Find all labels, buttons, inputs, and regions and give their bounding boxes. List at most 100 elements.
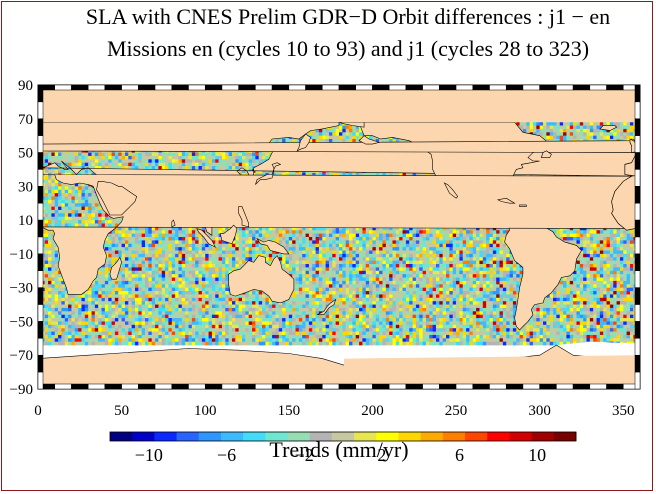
trend-cell — [148, 166, 153, 170]
trend-cell — [178, 162, 183, 167]
trend-cell — [68, 155, 72, 160]
trend-cell — [546, 135, 550, 140]
trend-cell — [81, 166, 86, 170]
trend-cell — [519, 122, 524, 126]
trend-cell — [228, 162, 233, 167]
trend-cell — [563, 128, 567, 133]
trend-cell — [84, 193, 89, 197]
trend-cell — [91, 189, 96, 194]
trend-cell — [318, 172, 323, 177]
trend-cell — [104, 155, 109, 160]
trend-cell — [145, 159, 149, 163]
trend-cell — [322, 132, 326, 136]
trend-cell — [349, 132, 353, 136]
trend-cell — [165, 155, 169, 160]
trend-cell — [235, 155, 239, 160]
trend-cell — [349, 125, 353, 130]
trend-cell — [84, 189, 89, 194]
trend-cell — [593, 132, 597, 136]
trend-cell — [88, 162, 92, 167]
trend-cell — [629, 122, 634, 126]
trend-cell — [221, 166, 226, 170]
trend-cell — [54, 186, 59, 191]
trend-cell — [425, 172, 430, 177]
trend-cell — [526, 125, 530, 130]
trend-cell — [262, 152, 266, 157]
trend-cell — [559, 125, 564, 130]
trend-cell — [355, 132, 360, 136]
trend-cell — [54, 206, 59, 211]
trend-cell — [51, 206, 56, 211]
trend-cell — [405, 172, 410, 177]
trend-cell — [546, 125, 550, 130]
trend-cell — [626, 132, 631, 136]
trend-cell — [81, 159, 86, 163]
trend-cell — [623, 132, 627, 136]
trend-cell — [84, 206, 89, 211]
trend-cell — [158, 166, 163, 170]
trend-cell — [345, 132, 350, 136]
trend-cell — [626, 122, 631, 126]
trend-cell — [295, 172, 300, 177]
trend-cell — [91, 199, 96, 204]
trend-cell — [619, 132, 624, 136]
trend-cell — [58, 169, 62, 174]
trend-cell — [613, 122, 617, 126]
trend-cell — [563, 132, 567, 136]
trend-cell — [392, 139, 397, 143]
trend-cell — [191, 152, 196, 157]
trend-cell — [563, 125, 567, 130]
trend-cell — [74, 199, 79, 204]
trend-cell — [559, 135, 564, 140]
trend-cell — [165, 152, 169, 157]
trend-cell — [248, 155, 253, 160]
trend-cell — [175, 159, 179, 163]
trend-cell — [395, 172, 400, 177]
trend-cell — [151, 155, 156, 160]
trend-cell — [569, 128, 574, 133]
trend-cell — [619, 122, 624, 126]
trend-cell — [128, 166, 132, 170]
trend-cell — [339, 128, 343, 133]
trend-cell — [265, 169, 270, 174]
trend-cell — [543, 128, 547, 133]
trend-cell — [44, 162, 49, 167]
trend-cell — [141, 155, 146, 160]
trend-cell — [58, 152, 62, 157]
trend-cell — [168, 166, 173, 170]
trend-cell — [124, 152, 129, 157]
trend-cell — [111, 155, 116, 160]
trend-cell — [399, 139, 403, 143]
trend-cell — [546, 128, 550, 133]
trend-cell — [278, 139, 283, 143]
trend-cell — [71, 196, 76, 201]
trend-cell — [91, 193, 96, 197]
trend-cell — [312, 135, 316, 140]
trend-cell — [315, 132, 320, 136]
trend-cell — [118, 166, 122, 170]
trend-cell — [78, 159, 82, 163]
trend-cell — [64, 152, 69, 157]
trend-cell — [88, 186, 92, 191]
trend-cell — [191, 162, 196, 167]
trend-cell — [61, 155, 66, 160]
trend-cell — [68, 206, 72, 211]
trend-cell — [553, 132, 557, 136]
trend-cell — [88, 193, 92, 197]
trend-cell — [74, 203, 79, 207]
trend-cell — [138, 159, 142, 163]
trend-cell — [245, 172, 249, 177]
trend-cell — [218, 162, 223, 167]
trend-cell — [553, 128, 557, 133]
trend-cell — [623, 135, 627, 140]
trend-cell — [188, 159, 193, 163]
trend-cell — [44, 206, 49, 211]
trend-cell — [88, 155, 92, 160]
trend-cell — [131, 166, 136, 170]
trend-cell — [48, 193, 52, 197]
trend-cell — [118, 155, 122, 160]
trend-cell — [168, 155, 173, 160]
trend-cell — [589, 125, 594, 130]
trend-cell — [405, 139, 410, 143]
trend-cell — [51, 196, 56, 201]
